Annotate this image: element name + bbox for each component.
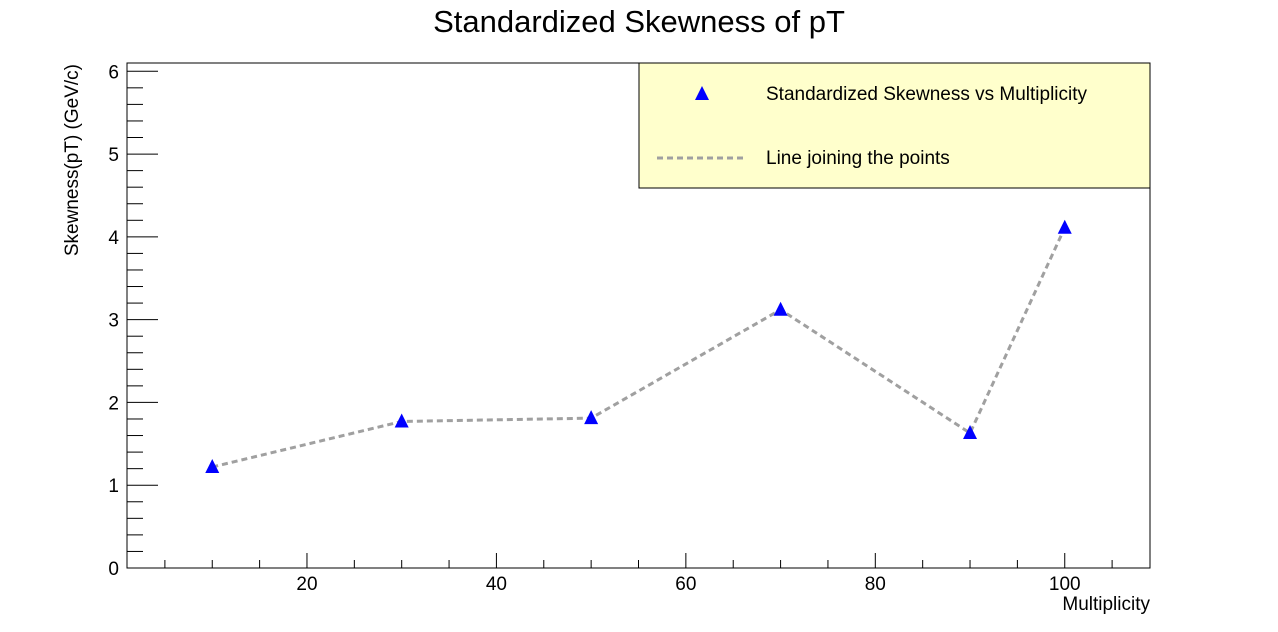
data-point-triangle bbox=[1057, 219, 1072, 234]
x-tick-label: 80 bbox=[865, 574, 886, 595]
chart-title: Standardized Skewness of pT bbox=[433, 4, 845, 39]
y-tick-label: 3 bbox=[108, 311, 119, 332]
y-tick-label: 2 bbox=[108, 393, 119, 414]
x-axis-label: Multiplicity bbox=[1062, 594, 1150, 615]
x-tick-label: 60 bbox=[675, 574, 696, 595]
data-point-triangle bbox=[773, 301, 788, 316]
y-tick-label: 4 bbox=[108, 228, 119, 249]
x-tick-label: 40 bbox=[486, 574, 507, 595]
data-points bbox=[205, 219, 1072, 473]
legend-triangle-icon bbox=[695, 86, 709, 100]
y-axis-label: Skewness(pT) (GeV/c) bbox=[62, 64, 83, 256]
joining-line bbox=[211, 227, 1067, 469]
data-point-triangle bbox=[963, 425, 978, 440]
y-tick-label: 5 bbox=[108, 145, 119, 166]
legend: Standardized Skewness vs Multiplicity Li… bbox=[638, 62, 1151, 189]
legend-box bbox=[638, 62, 1151, 189]
x-tick-label: 100 bbox=[1049, 574, 1081, 595]
legend-entry-line: Line joining the points bbox=[766, 148, 950, 169]
y-tick-label: 1 bbox=[108, 476, 119, 497]
y-tick-label: 6 bbox=[108, 62, 119, 83]
x-tick-label: 20 bbox=[296, 574, 317, 595]
y-tick-label: 0 bbox=[108, 559, 119, 580]
x-axis: 20 40 60 80 100 bbox=[164, 553, 1113, 595]
y-axis: 0 1 2 3 4 5 6 bbox=[108, 62, 158, 580]
data-point-triangle bbox=[394, 413, 409, 428]
data-point-triangle bbox=[584, 410, 599, 425]
legend-entry-series: Standardized Skewness vs Multiplicity bbox=[766, 84, 1088, 105]
data-point-triangle bbox=[205, 459, 220, 473]
